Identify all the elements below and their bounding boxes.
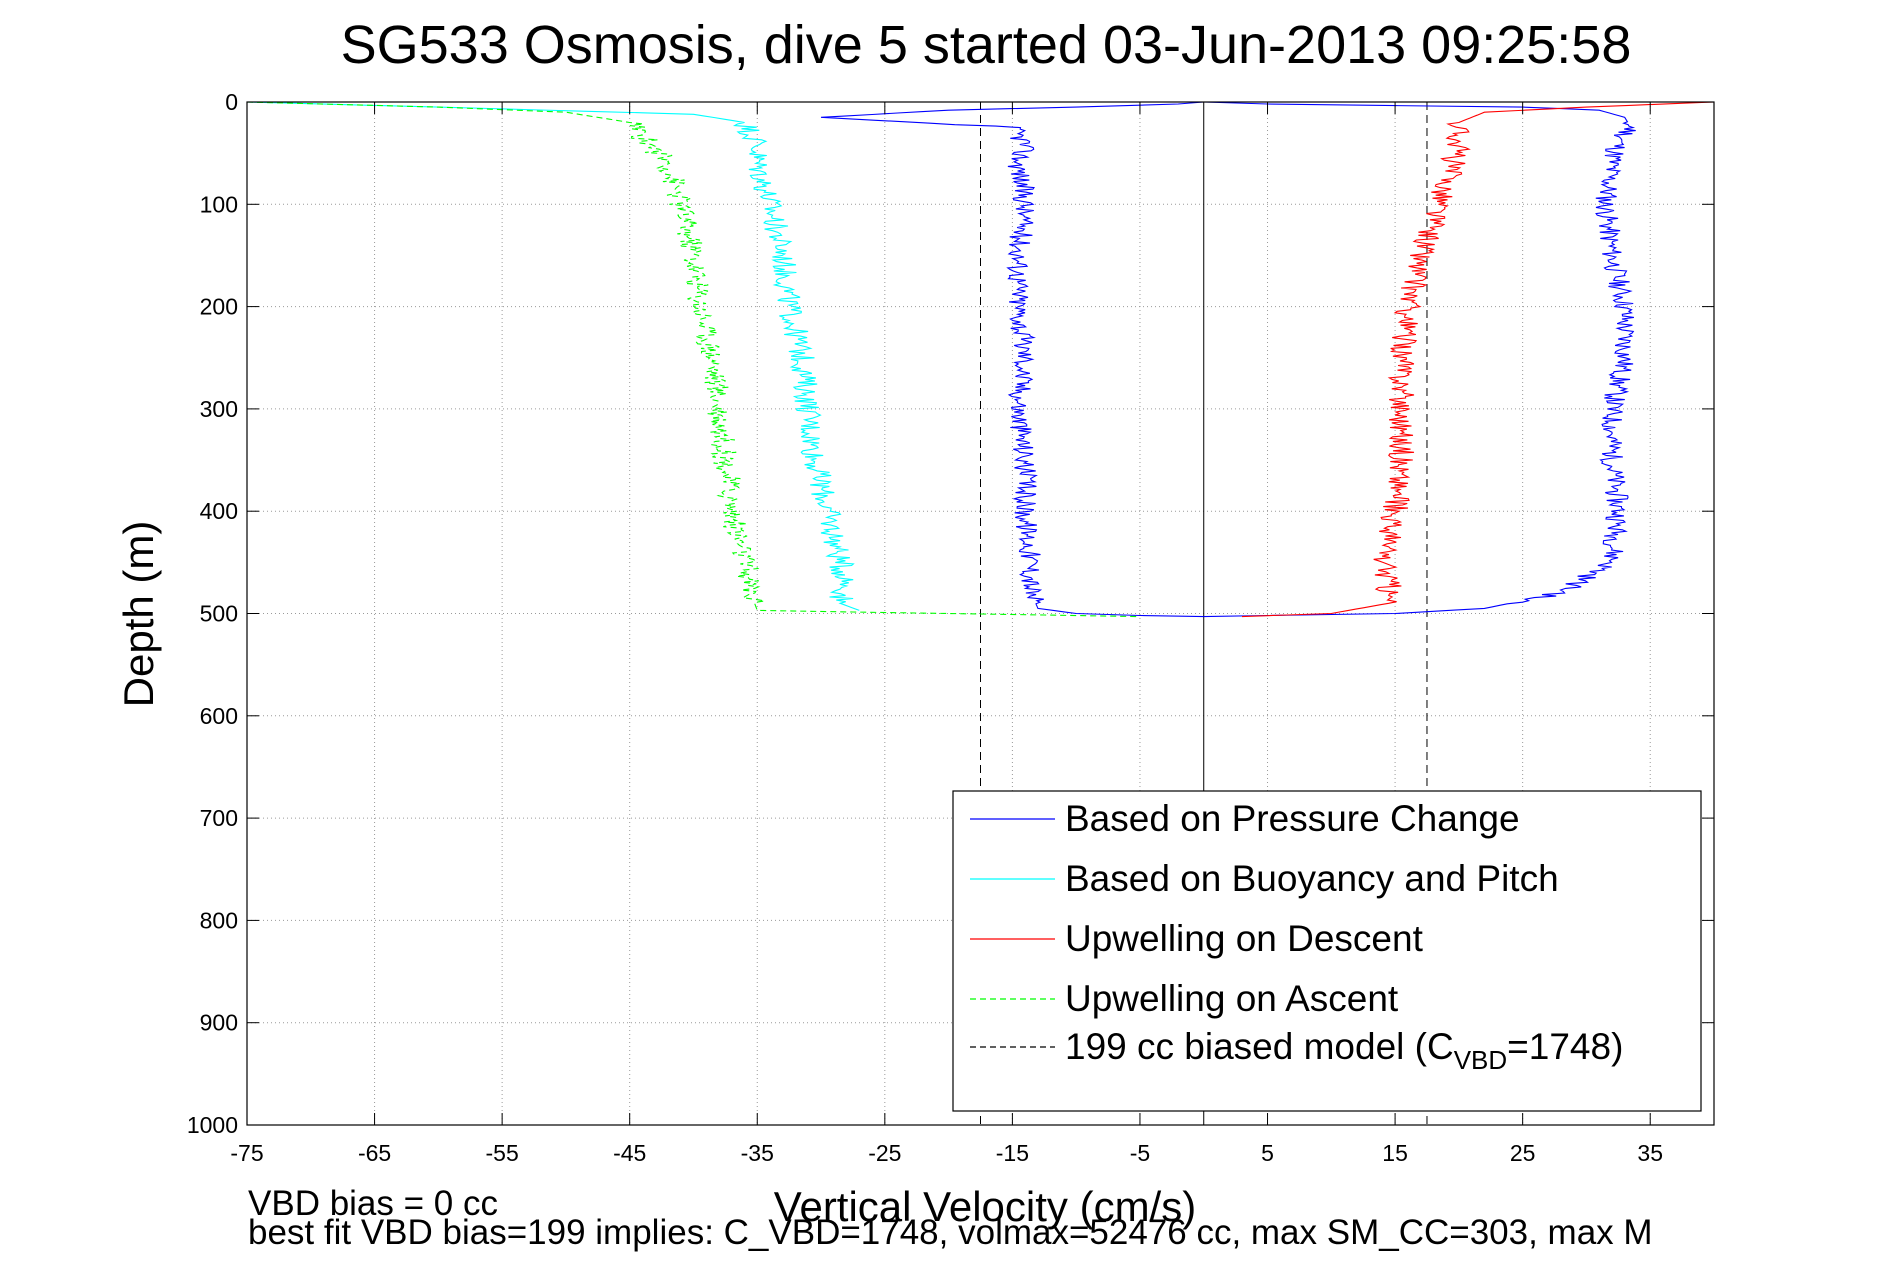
- tick-layer: -75 -65 -55 -45 -35 -25 -15 -5 5 15 25 350100200300…: [187, 89, 1714, 1166]
- series-line-upwelling-on-ascent: [246, 101, 1141, 618]
- legend-label: Upwelling on Descent: [1065, 918, 1424, 959]
- x-axis-label: Vertical Velocity (cm/s): [774, 1183, 1196, 1230]
- x-tick-label: 35: [1637, 1140, 1663, 1166]
- legend-box: [952, 790, 1702, 1112]
- y-tick-label: 100: [200, 191, 238, 217]
- annotation-vbd-bias: VBD bias = 0 cc: [248, 1184, 498, 1223]
- series-line-upwelling-on-descent: [1241, 101, 1715, 618]
- annotation-best-fit: best fit VBD bias=199 implies: C_VBD=174…: [248, 1213, 1653, 1252]
- series-layer: [246, 101, 1715, 618]
- series-line-based-on-pressure-change-ascent: [820, 101, 1204, 618]
- x-tick-label: 5: [1261, 1140, 1274, 1166]
- y-tick-label: 600: [200, 703, 238, 729]
- chart-title: SG533 Osmosis, dive 5 started 03-Jun-201…: [341, 15, 1632, 75]
- x-tick-label: 25: [1510, 1140, 1536, 1166]
- x-tick-label: -65: [358, 1140, 391, 1166]
- legend-label: Based on Pressure Change: [1065, 798, 1520, 839]
- y-tick-label: 400: [200, 498, 238, 524]
- x-tick-label: -25: [868, 1140, 901, 1166]
- x-tick-label: -45: [613, 1140, 646, 1166]
- series-line-based-on-pressure-change-descent: [1203, 101, 1636, 618]
- x-tick-label: -75: [230, 1140, 263, 1166]
- y-tick-label: 500: [200, 601, 238, 627]
- series-line-based-on-buoyancy-and-pitch: [246, 101, 860, 611]
- x-tick-label: 15: [1382, 1140, 1408, 1166]
- legend-label: 199 cc biased model (CVBD=1748): [1065, 1026, 1623, 1075]
- y-tick-label: 300: [200, 396, 238, 422]
- legend-label: Upwelling on Ascent: [1065, 978, 1399, 1019]
- y-tick-label: 0: [225, 89, 238, 115]
- x-tick-label: -5: [1130, 1140, 1150, 1166]
- y-tick-label: 900: [200, 1010, 238, 1036]
- legend-label: Based on Buoyancy and Pitch: [1065, 858, 1559, 899]
- y-tick-label: 800: [200, 907, 238, 933]
- x-tick-label: -15: [996, 1140, 1029, 1166]
- y-tick-label: 200: [200, 294, 238, 320]
- x-tick-label: -55: [486, 1140, 519, 1166]
- legend: Based on Pressure Change Based on Buoyanc…: [952, 790, 1702, 1112]
- x-tick-label: -35: [741, 1140, 774, 1166]
- y-axis-label: Depth (m): [115, 521, 162, 708]
- y-tick-label: 700: [200, 805, 238, 831]
- y-tick-label: 1000: [187, 1112, 238, 1138]
